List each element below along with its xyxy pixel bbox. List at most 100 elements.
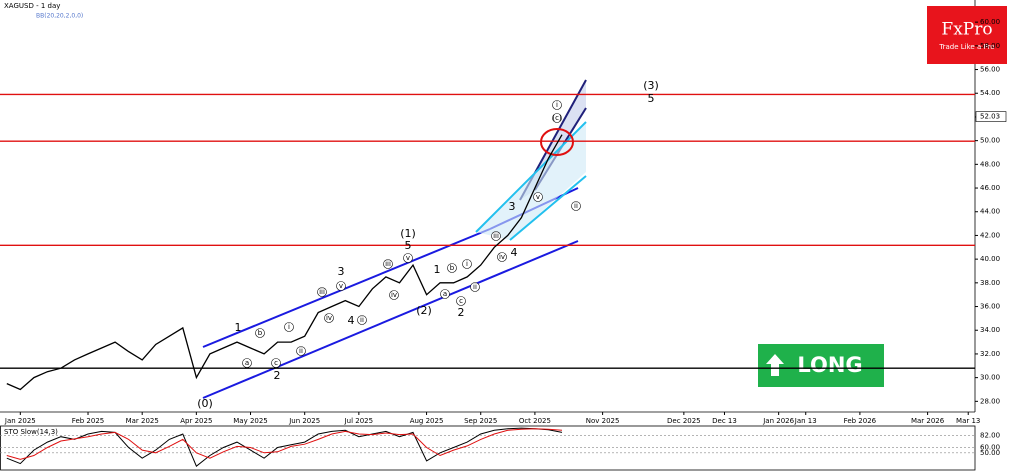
y-tick-label: 54.00 [980,89,1000,97]
stoch-line [6,428,563,460]
logo-box [927,6,1007,64]
wave-circle [462,259,472,269]
channel-line [509,175,587,241]
wave-circle [440,289,450,299]
highlight-ellipse [540,128,574,156]
y-tick-label: 42.00 [980,231,1000,239]
y-tick-label: 38.00 [980,279,1000,287]
wave-sublabel: v [536,193,540,201]
channels [202,79,587,399]
wave-circle [491,231,501,241]
x-tick-label: Jan 2025 [4,417,36,425]
wave-sublabel: v [339,282,343,290]
wave-circle [271,358,281,368]
wave-circle [389,290,399,300]
wave-sublabel: iv [391,291,397,299]
wave-circle [447,263,457,273]
wave-sublabel: ii [574,202,578,210]
wave-label: (1) [400,227,416,240]
x-tick-label: Mar 13 [956,417,980,425]
x-tick-label: Mar 2025 [126,417,159,425]
wave-sublabel: i [466,260,468,268]
wave-sublabel: a [443,290,447,298]
wave-sublabel: b [450,264,455,272]
y-tick-label: 30.00 [980,374,1000,382]
y-tick-label: 58.00 [980,42,1000,50]
stoch-tick-label: 50.00 [980,449,1000,457]
x-tick-label: Jul 2025 [344,417,374,425]
x-tick-label: Aug 2025 [410,417,444,425]
x-tick-label: Apr 2025 [180,417,212,425]
x-tick-label: Dec 2025 [667,417,701,425]
y-tick-label: 44.00 [980,208,1000,216]
x-tick-label: Jan 2026 [762,417,794,425]
y-tick-label: 50.00 [980,137,1000,145]
x-tick-label: Jan 13 [794,417,817,425]
wave-circle [296,346,306,356]
wave-label: 3 [509,200,516,213]
wave-circle [552,113,562,123]
wave-sublabel: i [556,101,558,109]
wave-label: (3) [643,79,659,92]
wave-circle [284,322,294,332]
x-tick-label: Feb 2025 [72,417,104,425]
wave-sublabel: c [274,359,278,367]
logo-brand: FxPro [941,20,992,40]
wave-label: 5 [648,92,655,105]
wave-label: (0) [197,397,213,410]
wave-sublabel: i [288,323,290,331]
x-tick-label: Feb 2026 [844,417,877,425]
channel-fill [476,122,586,240]
wave-label: 3 [338,265,345,278]
wave-circle [497,252,507,262]
stoch-title: STO Slow(14,3) [4,428,58,436]
wave-label: 1 [434,263,441,276]
price-marker-label: 52.03 [980,113,1000,121]
wave-circle [456,296,466,306]
logo-tagline: Trade Like a Pro [938,43,994,51]
indicator-label: BB(20,20,2,0,0) [36,13,83,20]
wave-label: 2 [458,306,465,319]
wave-circle [242,358,252,368]
y-tick-label: 48.00 [980,160,1000,168]
wave-circle [552,100,562,110]
x-tick-label: Mar 2026 [911,417,945,425]
stoch-line [6,427,563,468]
wave-sublabel: b [258,329,263,337]
x-tick-label: Nov 2025 [586,417,620,425]
wave-sublabel: iii [385,260,391,268]
signal: LONG [758,344,884,387]
wave-circle [571,201,581,211]
channel-line [202,228,491,348]
wave-circle [317,287,327,297]
wave-sublabel: ii [473,283,477,291]
y-tick-label: 46.00 [980,184,1000,192]
signal-text: LONG [797,353,862,377]
y-tick-label: 28.00 [980,397,1000,405]
wave-circle [470,282,480,292]
y-tick-label: 34.00 [980,326,1000,334]
wave-circle [533,192,543,202]
x-tick-label: Sep 2025 [464,417,497,425]
wave-circle [324,313,334,323]
x-tick-label: May 2025 [233,417,268,425]
stoch-tick-label: 60.00 [980,443,1000,451]
wave-sublabel: iv [499,253,505,261]
price-marker [975,111,1007,122]
wave-sublabel: c [459,297,463,305]
wave-label: 2 [274,369,281,382]
channel-line [202,240,579,399]
x-tick-label: Dec 13 [712,417,737,425]
wave-label: 1 [235,321,242,334]
wave-circle [403,253,413,263]
wave-label: 4 [348,314,355,327]
x-tick-label: Jun 2025 [288,417,320,425]
wave-circle [357,315,367,325]
channel-line [475,121,587,233]
wave-circle [336,281,346,291]
signal-arrow [766,354,784,376]
wave-circle [383,259,393,269]
wave-sublabel: ii [360,316,364,324]
wave-label: (2) [416,304,432,317]
